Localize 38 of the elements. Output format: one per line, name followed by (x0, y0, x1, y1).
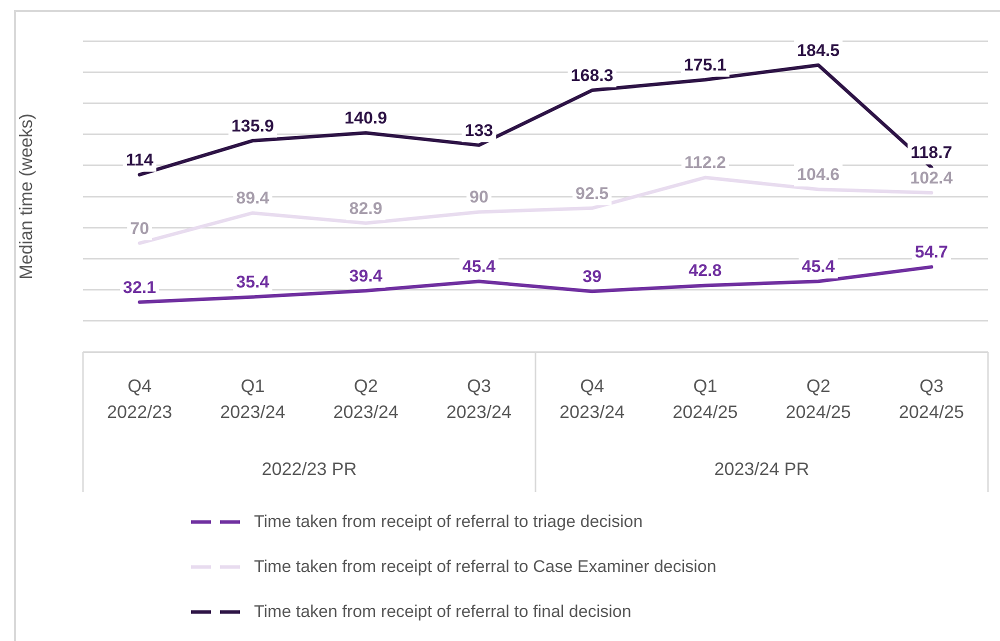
data-label: 35.4 (236, 272, 270, 292)
data-label: 45.4 (462, 257, 496, 276)
data-label: 92.5 (576, 184, 609, 203)
data-label: 168.3 (570, 66, 614, 85)
x-tick-label: Q1 2023/24 (220, 376, 286, 422)
legend-label: Time taken from receipt of referral to final decision (254, 602, 632, 622)
data-label: 39.4 (349, 266, 383, 286)
x-tick-label: Q3 2023/24 (446, 376, 512, 422)
data-label: 118.7 (910, 143, 952, 162)
data-label: 184.5 (797, 40, 840, 60)
data-label: 32.1 (123, 278, 156, 297)
x-tick-label: Q4 2022/23 (107, 376, 172, 422)
data-label: 175.1 (684, 55, 726, 74)
x-tick-label: Q2 2023/24 (333, 376, 398, 422)
data-label: 89.4 (236, 188, 270, 208)
data-label: 82.9 (349, 198, 382, 218)
data-label: 102.4 (910, 168, 954, 188)
legend-label: Time taken from receipt of referral to triage decision (254, 512, 643, 532)
data-label: 70 (130, 218, 150, 238)
data-label: 112.2 (684, 153, 726, 172)
data-label: 135.9 (231, 116, 274, 136)
x-tick-label: Q2 2024/25 (786, 376, 851, 422)
data-label: 54.7 (914, 242, 948, 262)
data-label: 45.4 (802, 257, 836, 276)
legend-label: Time taken from receipt of referral to Case Examiner decision (254, 556, 716, 576)
data-label: 90 (469, 188, 488, 207)
data-label: 42.8 (688, 261, 722, 280)
data-label: 104.6 (797, 165, 840, 184)
data-label: 140.9 (344, 108, 388, 128)
text: 2022/23 PR (262, 458, 357, 479)
x-tick-label: Q4 2023/24 (560, 376, 625, 422)
x-tick-label: Q3 2024/25 (898, 376, 964, 422)
y-axis-title: Median time (weeks) (16, 113, 36, 280)
text: 2023/24 PR (714, 458, 810, 479)
data-label: 133 (464, 120, 494, 140)
x-tick-label: Q1 2024/25 (672, 376, 738, 422)
data-label: 114 (126, 150, 154, 170)
data-label: 39 (582, 267, 602, 286)
